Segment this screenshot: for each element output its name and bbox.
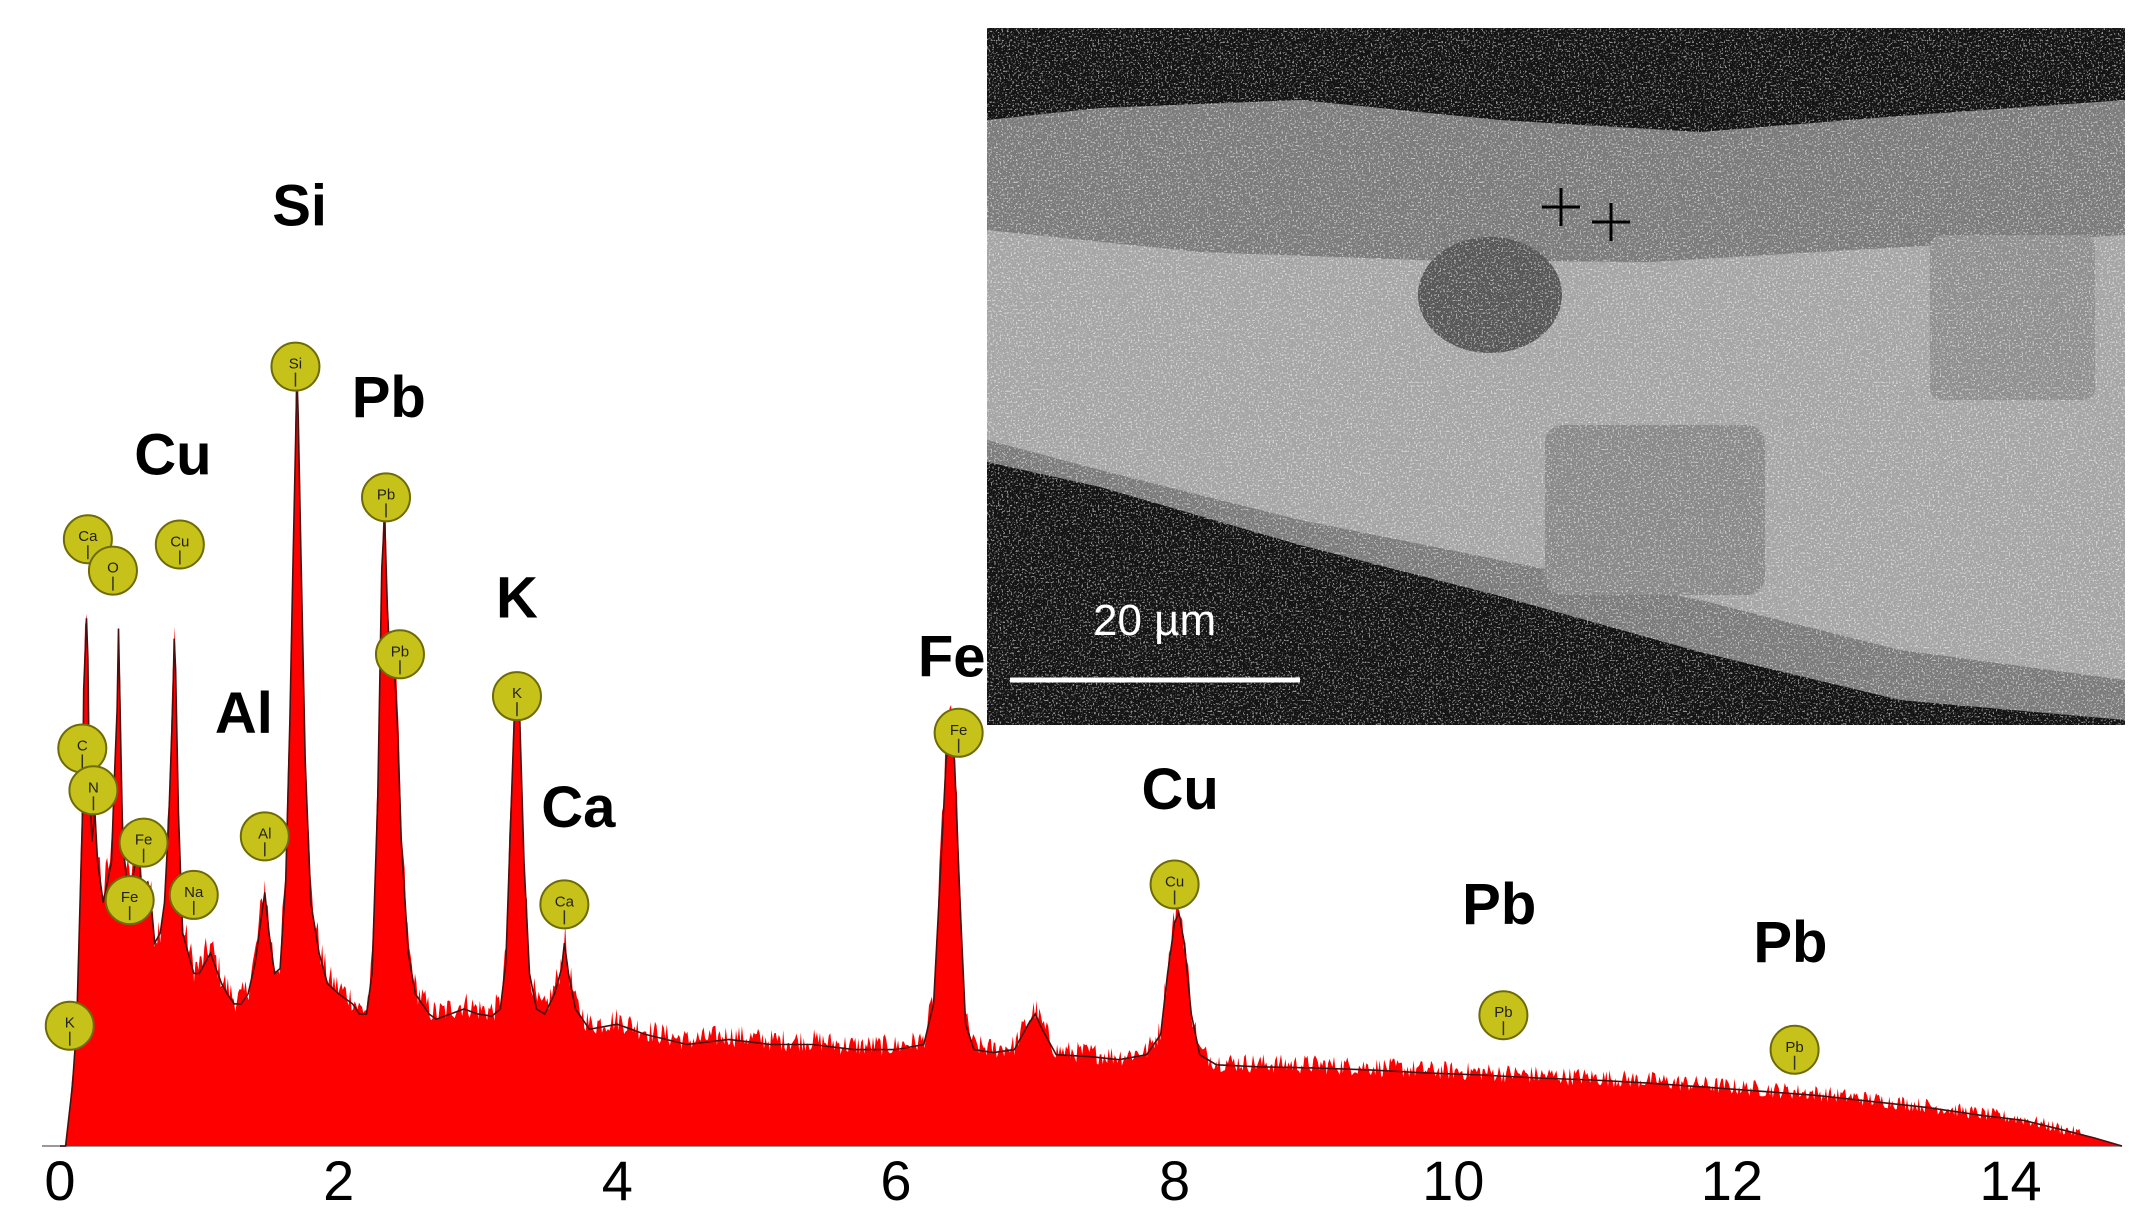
element-marker-circle <box>539 879 590 930</box>
element-marker: Pb <box>1769 1024 1820 1075</box>
element-marker: K <box>44 1000 95 1051</box>
sem-speckle-texture <box>987 28 2125 725</box>
element-marker-circle <box>374 629 425 680</box>
peak-label: K <box>496 566 538 631</box>
peak-label: Ca <box>541 775 616 840</box>
element-marker-circle <box>491 671 542 722</box>
element-marker-label: O <box>107 560 119 577</box>
peak-labels: Si Cu Pb Al K Ca Fe Cu Pb Pb <box>134 173 1827 974</box>
element-marker: Fe <box>933 707 984 758</box>
peak-label: Pb <box>1462 872 1536 937</box>
x-tick-label: 10 <box>1422 1149 1484 1212</box>
element-marker-label: Cu <box>1165 873 1184 890</box>
element-marker-circle <box>1769 1024 1820 1075</box>
element-markers: Si Pb Pb Cu Ca O C N Fe Fe Na Al K K Ca Fe Cu Pb Pb <box>44 341 1820 1075</box>
element-marker-label: K <box>65 1015 75 1032</box>
element-marker-circle <box>44 1000 95 1051</box>
peak-label: Pb <box>1753 910 1827 975</box>
x-tick-label: 6 <box>880 1149 911 1212</box>
element-marker-label: Si <box>289 356 302 373</box>
element-marker-circle <box>68 765 119 816</box>
element-marker-circle <box>933 707 984 758</box>
element-marker: Si <box>270 341 321 392</box>
element-marker: N <box>68 765 119 816</box>
scale-bar-label: 20 µm <box>1093 596 1216 645</box>
element-marker: Pb <box>361 472 412 523</box>
element-marker-label: Ca <box>555 893 575 910</box>
element-marker: C <box>57 723 108 774</box>
element-marker: Pb <box>1478 990 1529 1041</box>
x-tick-label: 14 <box>1979 1149 2041 1212</box>
element-marker-circle <box>270 341 321 392</box>
element-marker-circle <box>239 811 290 862</box>
element-marker-circle <box>118 817 169 868</box>
element-marker-label: N <box>88 779 99 796</box>
element-marker-circle <box>154 519 205 570</box>
x-tick-labels: 0 2 4 6 8 10 12 14 <box>44 1149 2041 1212</box>
element-marker-label: Pb <box>391 643 409 660</box>
element-marker-label: K <box>512 685 522 702</box>
peak-label: Cu <box>1142 757 1219 822</box>
element-marker-label: Pb <box>377 486 395 503</box>
spectrum-fill <box>60 363 2122 1146</box>
element-marker-label: Ca <box>78 528 98 545</box>
element-marker-label: Fe <box>950 722 968 739</box>
element-marker-circle <box>361 472 412 523</box>
element-marker-label: Fe <box>135 832 153 849</box>
element-marker-label: C <box>77 737 88 754</box>
sem-crosshair-markers <box>1542 188 1630 241</box>
x-tick-label: 2 <box>323 1149 354 1212</box>
element-marker-circle <box>1478 990 1529 1041</box>
peak-label: Pb <box>352 365 426 430</box>
element-marker: Ca <box>539 879 590 930</box>
element-marker-label: Al <box>258 825 271 842</box>
element-marker-label: Na <box>184 884 204 901</box>
element-marker: Cu <box>154 519 205 570</box>
x-tick-label: 0 <box>44 1149 75 1212</box>
element-marker: Fe <box>118 817 169 868</box>
x-tick-label: 4 <box>602 1149 633 1212</box>
element-marker: O <box>87 545 138 596</box>
peak-label: Si <box>272 173 327 238</box>
element-marker-circle <box>1149 859 1200 910</box>
element-marker: Fe <box>104 875 155 926</box>
element-marker: Na <box>168 869 219 920</box>
element-marker: Cu <box>1149 859 1200 910</box>
element-marker-label: Pb <box>1785 1039 1803 1056</box>
element-marker-circle <box>104 875 155 926</box>
element-marker-circle <box>87 545 138 596</box>
peak-label: Cu <box>134 422 211 487</box>
element-marker-label: Cu <box>170 533 189 550</box>
element-marker: Al <box>239 811 290 862</box>
sem-inset: 20 µm <box>987 28 2125 725</box>
element-marker: Pb <box>374 629 425 680</box>
element-marker: K <box>491 671 542 722</box>
peak-label: Fe <box>918 624 986 689</box>
element-marker-circle <box>168 869 219 920</box>
x-tick-label: 8 <box>1159 1149 1190 1212</box>
x-tick-label: 12 <box>1701 1149 1763 1212</box>
peak-label: Al <box>215 681 273 746</box>
element-marker-label: Pb <box>1494 1004 1512 1021</box>
element-marker-label: Fe <box>121 889 139 906</box>
